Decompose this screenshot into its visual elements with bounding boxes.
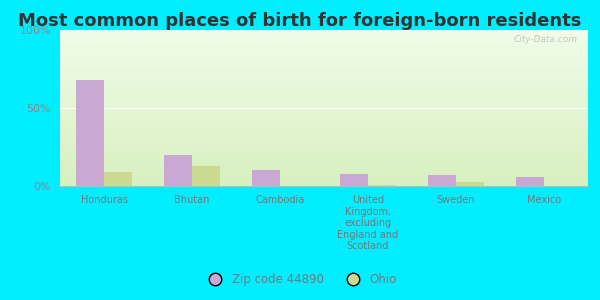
Bar — [104, 172, 132, 186]
Legend: Zip code 44890, Ohio: Zip code 44890, Ohio — [199, 269, 401, 291]
Text: Most common places of birth for foreign-born residents: Most common places of birth for foreign-… — [19, 12, 581, 30]
Bar — [76, 80, 104, 186]
Bar — [368, 185, 396, 186]
Bar — [164, 155, 192, 186]
Bar — [516, 177, 544, 186]
Text: City-Data.com: City-Data.com — [514, 35, 577, 44]
Bar — [456, 182, 484, 186]
Bar — [252, 170, 280, 186]
Bar — [192, 166, 220, 186]
Bar — [340, 173, 368, 186]
Bar — [428, 175, 456, 186]
